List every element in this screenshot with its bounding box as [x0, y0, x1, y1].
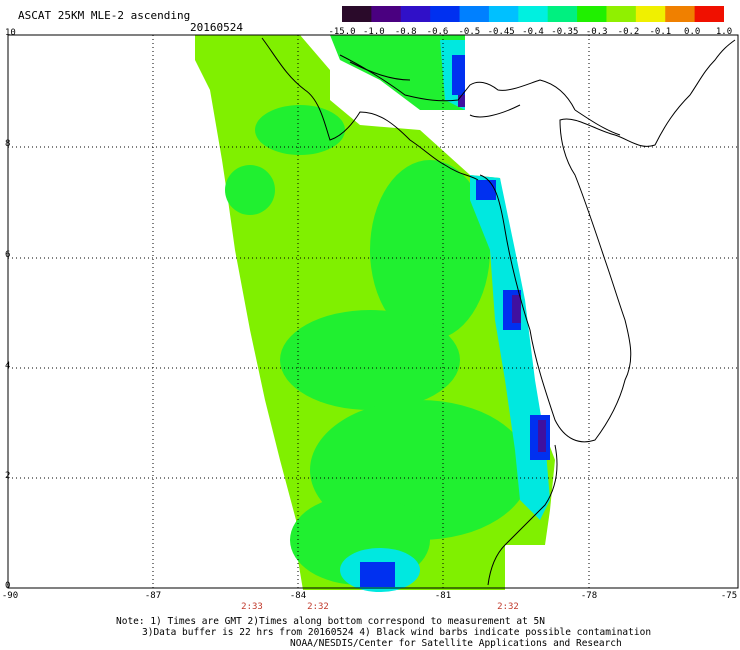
patch-purple	[458, 95, 465, 107]
lat-label: 2	[5, 471, 11, 481]
color-scale-swatch	[665, 6, 696, 22]
lon-label: -81	[434, 591, 452, 601]
color-scale-label: -15.0	[328, 27, 356, 37]
time-label: 2:33	[241, 602, 263, 612]
color-scale-label: 1.0	[715, 27, 733, 37]
lat-label: 6	[5, 250, 11, 260]
lon-label: -78	[580, 591, 598, 601]
patch	[225, 165, 275, 215]
lat-label: 10	[5, 28, 16, 38]
color-scale-swatch	[635, 6, 666, 22]
coast-segment	[487, 444, 558, 586]
patch	[280, 310, 460, 410]
map-title: ASCAT 25KM MLE-2 ascending	[18, 9, 191, 22]
plot-frame	[7, 34, 739, 589]
color-scale-label: -0.6	[426, 27, 449, 37]
patch-purple	[512, 295, 521, 323]
coast-segment	[469, 104, 521, 118]
time-label: 2:32	[497, 602, 519, 612]
patch-blue	[360, 562, 395, 587]
color-scale-swatch	[400, 6, 431, 22]
color-scale-bar	[342, 6, 724, 22]
note-line-3: NOAA/NESDIS/Center for Satellite Applica…	[290, 638, 622, 649]
color-scale-label: 0.0	[684, 27, 701, 37]
coast-segment	[349, 61, 411, 81]
patch	[370, 160, 490, 340]
color-scale-label: -0.2	[617, 27, 640, 37]
patch-purple	[538, 420, 546, 452]
color-scale-label: -0.8	[394, 27, 417, 37]
coast-segment	[574, 109, 621, 136]
lon-label: -87	[144, 591, 162, 601]
lat-lon-grid	[8, 35, 738, 588]
note-line-2: 3)Data buffer is 22 hrs from 20160524 4)…	[142, 627, 652, 638]
note-line-1: Note: 1) Times are GMT 2)Times along bot…	[116, 616, 545, 627]
color-scale-label: -0.35	[551, 27, 579, 37]
map-date: 20160524	[190, 21, 243, 34]
coastline	[261, 37, 736, 586]
footnotes: Note: 1) Times are GMT 2)Times along bot…	[116, 616, 651, 649]
color-scale-label: -0.5	[458, 27, 481, 37]
color-scale-swatch	[606, 6, 637, 22]
lat-label: 4	[5, 361, 11, 371]
color-scale-label: -1.0	[362, 27, 385, 37]
color-scale-swatch	[694, 6, 724, 22]
lat-label: 8	[5, 139, 11, 149]
lat-label: 0	[5, 581, 11, 591]
patch-blue	[476, 180, 496, 200]
color-scale-swatch	[488, 6, 519, 22]
color-scale-swatch	[547, 6, 578, 22]
swath-gulf-blue	[452, 55, 465, 95]
color-scale-swatch	[518, 6, 549, 22]
color-scale-swatch	[430, 6, 461, 22]
lon-label: -90	[1, 591, 19, 601]
swath-gulf	[330, 35, 465, 110]
time-label: 2:32	[307, 602, 329, 612]
color-scale-label: -0.45	[487, 27, 515, 37]
color-scale-swatch	[371, 6, 402, 22]
color-scale-swatch	[577, 6, 607, 22]
swath-field	[195, 35, 555, 592]
lon-label: -75	[720, 591, 738, 601]
color-scale-label: -0.3	[585, 27, 608, 37]
coast-segment	[479, 39, 736, 443]
lon-label: -84	[289, 591, 307, 601]
coast-segment	[261, 37, 479, 181]
color-scale-swatch	[459, 6, 490, 22]
color-scale-swatch	[342, 6, 372, 22]
coast-segment	[339, 54, 576, 111]
color-scale-label: -0.4	[522, 27, 544, 37]
color-scale-label: -0.1	[649, 27, 672, 37]
